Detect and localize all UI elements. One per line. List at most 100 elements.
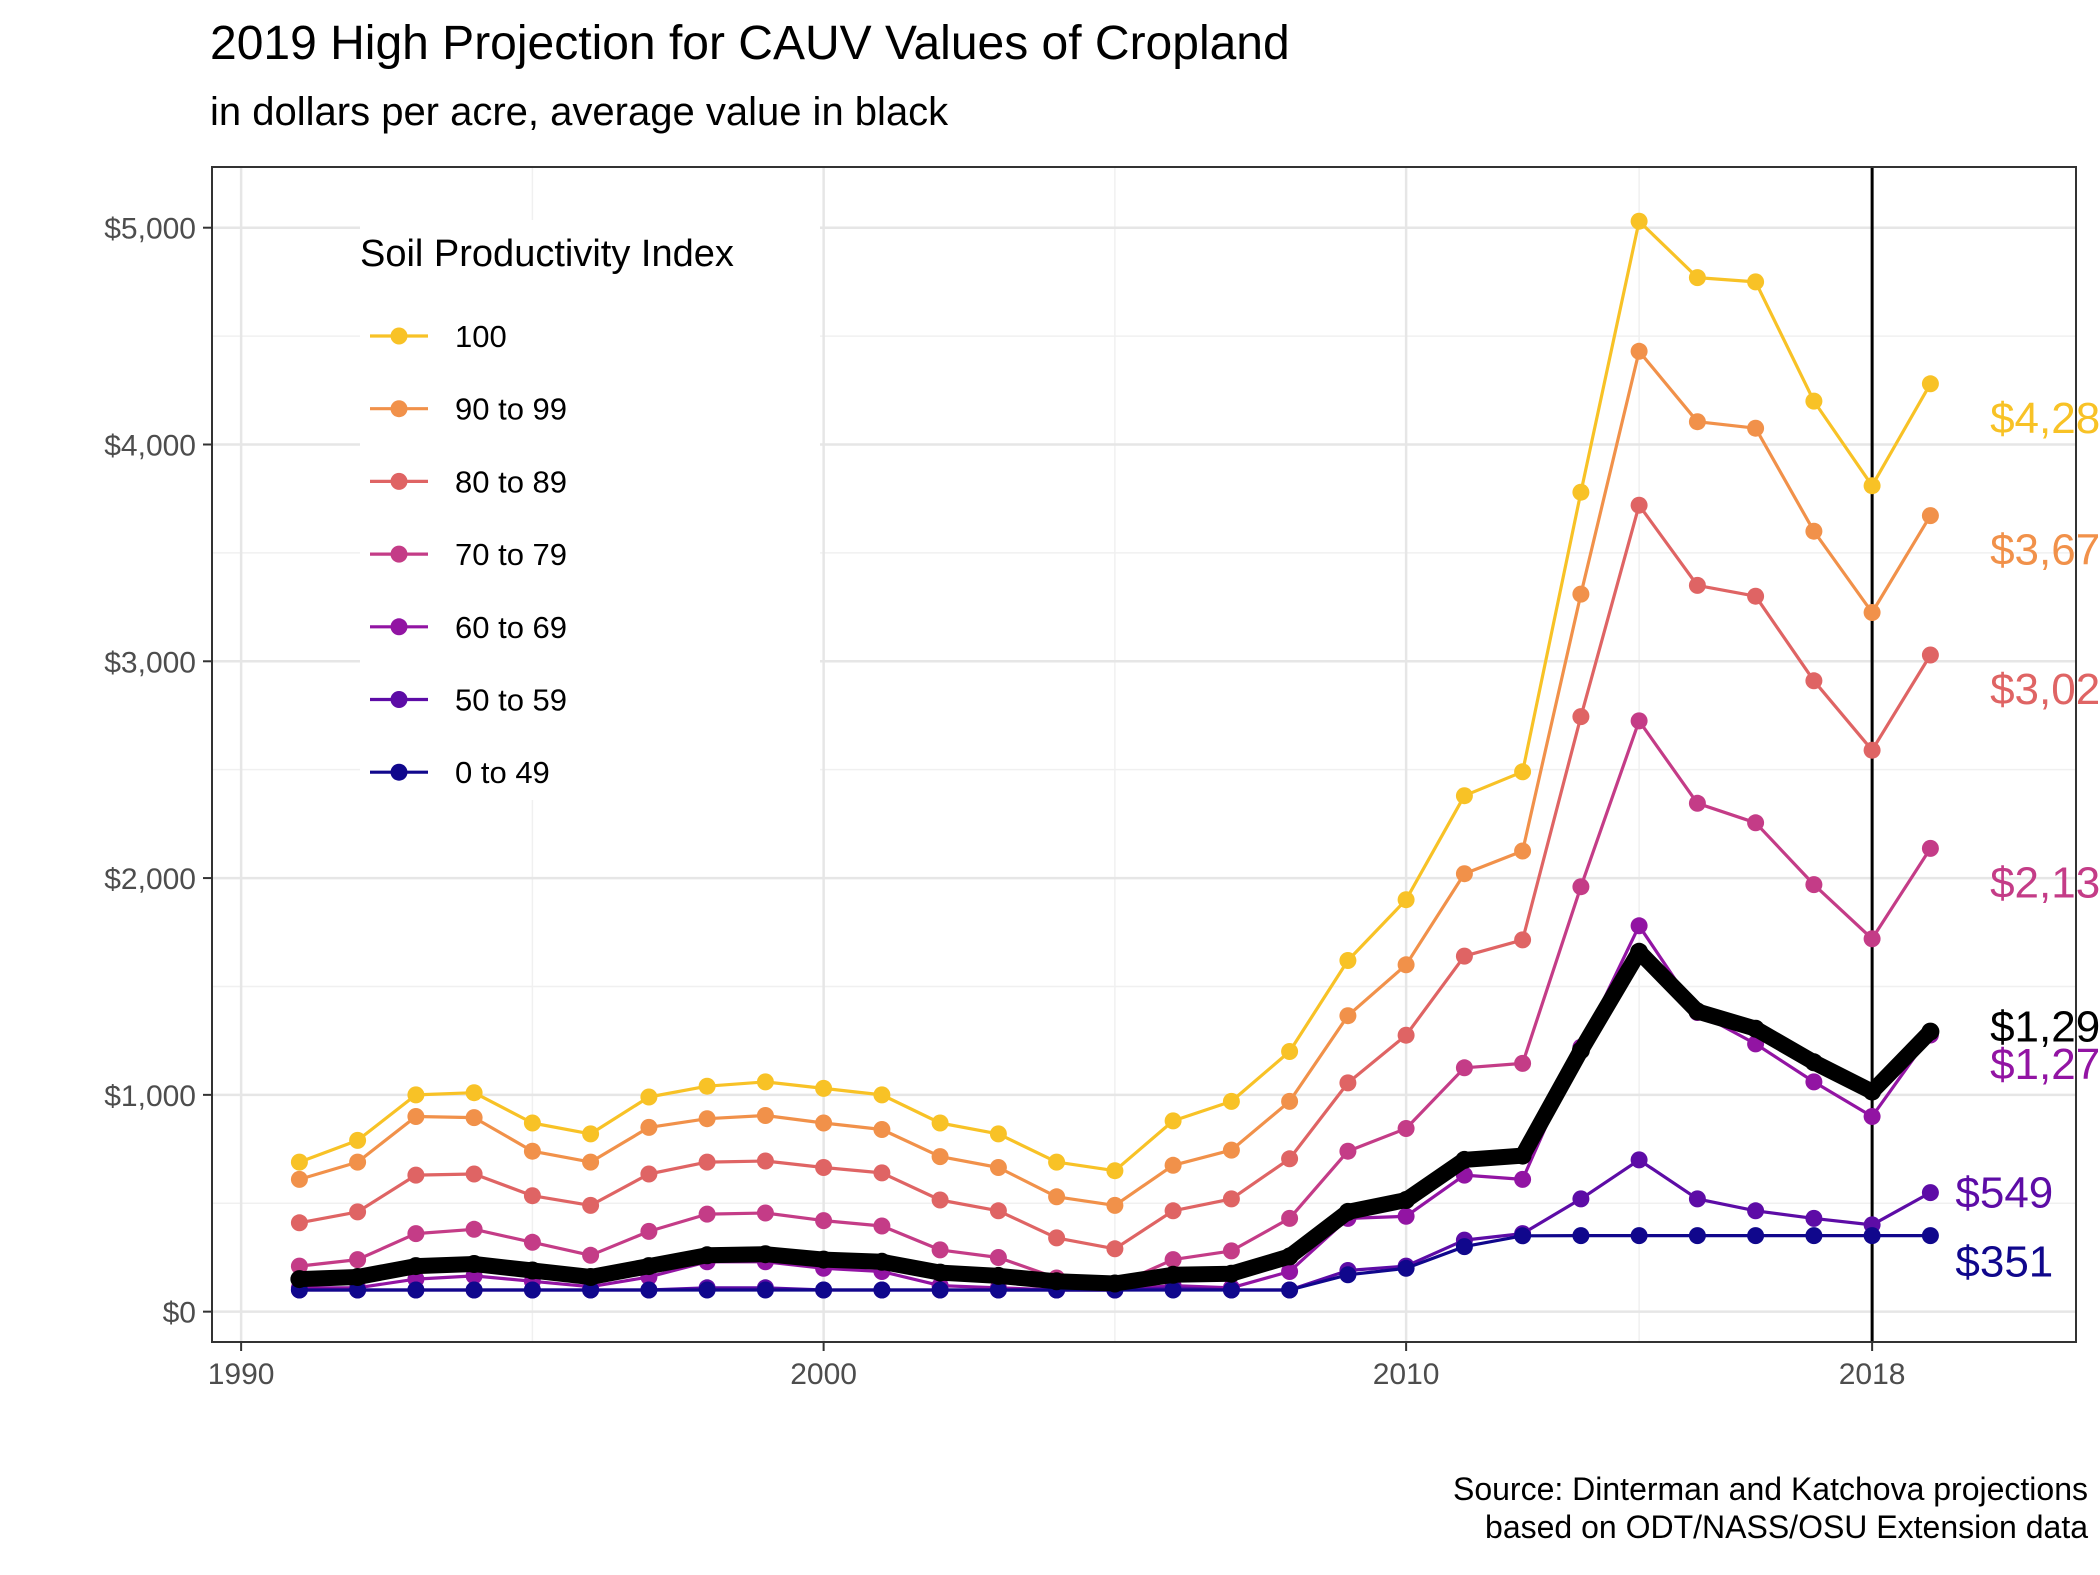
end-label-50-to-59: $549 [1955,1169,2053,1218]
data-point-average [465,1255,484,1273]
legend-label: 70 to 79 [455,537,567,572]
data-point-80-to-89 [1339,1074,1357,1092]
data-point-0-to-49 [756,1281,774,1299]
data-point-90-to-99 [1048,1188,1066,1206]
data-point-70-to-79 [349,1251,367,1269]
data-point-90-to-99 [1514,842,1532,860]
data-point-80-to-89 [815,1159,833,1176]
data-point-average [931,1263,950,1282]
data-point-0-to-49 [1572,1227,1590,1245]
data-point-average [406,1257,425,1276]
data-point-0-to-49 [815,1281,833,1299]
legend-key-point [390,763,408,781]
data-point-0-to-49 [640,1281,658,1299]
chart-title: 2019 High Projection for CAUV Values of … [210,17,1290,70]
legend-key-point [390,400,408,418]
data-point-90-to-99 [756,1107,774,1124]
data-point-80-to-89 [1164,1202,1182,1220]
data-point-100 [1397,891,1415,909]
legend-label: 60 to 69 [455,610,567,645]
data-point-average [1455,1150,1474,1169]
legend-label: 80 to 89 [455,464,567,499]
data-point-100 [1514,763,1532,781]
data-point-50-to-59 [1572,1190,1590,1208]
data-point-70-to-79 [523,1233,541,1251]
y-tick-label: $0 [163,1297,196,1330]
data-point-100 [1572,483,1590,501]
data-point-70-to-79 [1688,794,1706,812]
data-point-70-to-79 [407,1225,425,1243]
data-point-90-to-99 [1106,1196,1124,1214]
data-point-70-to-79 [873,1217,891,1235]
data-point-70-to-79 [1164,1251,1182,1269]
data-point-60-to-69 [1514,1170,1532,1188]
data-point-0-to-49 [407,1281,425,1299]
legend-label: 100 [455,319,507,354]
data-point-100 [873,1086,891,1104]
data-point-0-to-49 [582,1281,600,1299]
data-point-100 [1805,392,1823,410]
data-point-80-to-89 [1805,672,1823,690]
data-point-0-to-49 [1455,1238,1473,1256]
data-point-0-to-49 [989,1281,1007,1299]
data-point-90-to-99 [407,1108,425,1125]
data-point-0-to-49 [1747,1227,1765,1245]
data-point-0-to-49 [1514,1227,1532,1245]
chart-caption: Source: Dinterman and Katchova projectio… [1453,1470,2088,1546]
legend-label: 90 to 99 [455,392,567,427]
data-point-90-to-99 [349,1153,367,1171]
data-point-70-to-79 [1397,1120,1415,1137]
data-point-average [1397,1191,1416,1209]
data-point-100 [756,1073,774,1091]
data-point-70-to-79 [698,1205,716,1223]
data-point-90-to-99 [989,1159,1007,1176]
data-point-80-to-89 [873,1164,891,1182]
data-point-50-to-59 [1921,1184,1939,1202]
data-point-90-to-99 [698,1110,716,1128]
end-label-80-to-89: $3,029 [1990,665,2100,714]
data-point-100 [815,1079,833,1097]
caption-line-2: based on ODT/NASS/OSU Extension data [1485,1509,2088,1545]
data-point-80-to-89 [1281,1150,1299,1168]
data-point-100 [349,1131,367,1149]
data-point-average [1164,1265,1183,1284]
y-tick-label: $1,000 [104,1080,196,1113]
data-point-70-to-79 [1572,878,1590,896]
data-point-50-to-59 [1747,1202,1765,1220]
legend-key-point [390,691,408,708]
data-point-100 [698,1077,716,1095]
data-point-0-to-49 [1688,1227,1706,1245]
data-point-70-to-79 [1339,1142,1357,1160]
data-point-100 [523,1114,541,1132]
data-point-70-to-79 [756,1204,774,1222]
data-point-100 [1630,212,1648,230]
x-tick-label: 2018 [1839,1358,1906,1391]
y-tick-label: $2,000 [104,863,196,896]
data-point-average [348,1268,367,1286]
data-point-70-to-79 [1863,930,1881,948]
data-point-80-to-89 [989,1202,1007,1220]
data-point-average [698,1246,717,1265]
data-point-90-to-99 [1572,585,1590,603]
data-point-0-to-49 [698,1281,716,1299]
data-point-90-to-99 [1222,1141,1240,1159]
data-point-average [1280,1247,1299,1266]
legend-label: 50 to 59 [455,683,567,718]
data-point-90-to-99 [465,1109,483,1127]
data-point-average [1222,1264,1241,1283]
data-point-0-to-49 [523,1281,541,1299]
data-point-average [1513,1146,1532,1165]
data-point-0-to-49 [1805,1227,1823,1245]
data-point-80-to-89 [1863,741,1881,759]
data-point-90-to-99 [873,1121,891,1138]
data-point-90-to-99 [1281,1092,1299,1110]
data-point-average [1571,1041,1590,1060]
data-point-average [523,1261,542,1280]
legend-background [360,220,820,800]
data-point-90-to-99 [1164,1156,1182,1174]
data-point-100 [1688,269,1706,287]
data-point-70-to-79 [1281,1209,1299,1227]
data-point-70-to-79 [1747,814,1765,832]
data-point-80-to-89 [1921,646,1939,664]
data-point-average [1105,1274,1124,1293]
